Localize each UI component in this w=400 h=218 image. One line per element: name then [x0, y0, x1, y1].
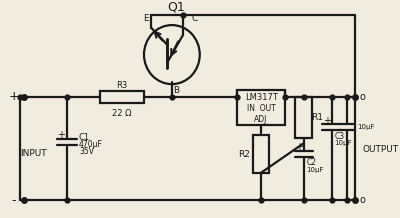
Text: E: E: [143, 14, 149, 23]
Text: +: +: [323, 116, 331, 126]
Text: C: C: [192, 14, 198, 23]
Text: +: +: [9, 90, 19, 103]
Text: -: -: [12, 194, 16, 207]
Text: C1: C1: [79, 133, 90, 142]
Text: o: o: [359, 195, 365, 205]
Text: 22 Ω: 22 Ω: [112, 109, 132, 118]
Text: 35V: 35V: [79, 146, 94, 156]
Bar: [296, 97, 312, 138]
Text: INPUT: INPUT: [20, 148, 47, 158]
Text: 10μF: 10μF: [334, 140, 352, 146]
Text: C3: C3: [334, 132, 344, 141]
Text: 470μF: 470μF: [79, 140, 103, 149]
Text: o: o: [359, 92, 365, 102]
Text: LM317T: LM317T: [245, 94, 278, 102]
Text: OUTPUT: OUTPUT: [362, 145, 398, 154]
Text: ADJ: ADJ: [254, 115, 268, 124]
Text: +: +: [295, 142, 303, 152]
Text: R3: R3: [116, 81, 127, 90]
Text: Q1: Q1: [168, 1, 185, 14]
Text: 10μF: 10μF: [306, 167, 324, 173]
Circle shape: [144, 25, 200, 84]
Bar: [237, 90, 285, 126]
Text: B: B: [174, 85, 180, 95]
Text: R2: R2: [238, 150, 250, 158]
Bar: [100, 91, 144, 103]
Bar: [253, 135, 270, 173]
Text: +: +: [57, 130, 65, 140]
Text: 10μF: 10μF: [357, 124, 374, 130]
Text: IN  OUT: IN OUT: [247, 104, 276, 113]
Text: C2: C2: [306, 158, 316, 167]
Text: R1: R1: [311, 113, 323, 122]
